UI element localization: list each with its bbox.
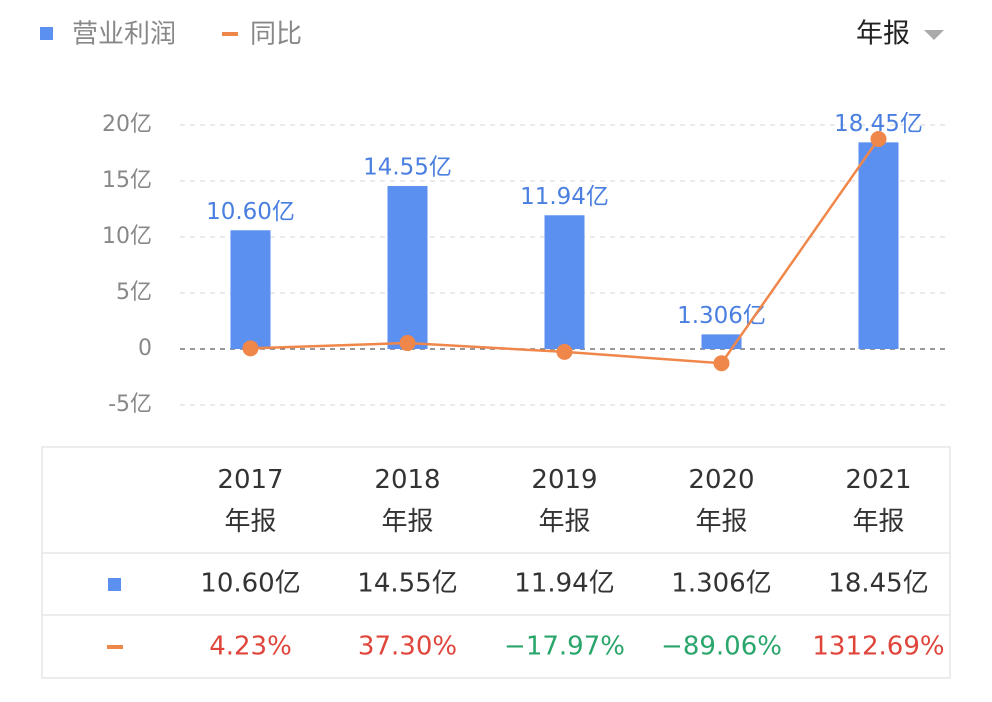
legend-label: 营业利润 xyxy=(72,20,176,50)
y-tick-label: 20亿 xyxy=(102,112,152,137)
bar xyxy=(544,215,585,349)
bar xyxy=(858,142,899,349)
bar xyxy=(230,230,271,349)
y-tick-label: 5亿 xyxy=(116,280,152,305)
table-cell: 14.55亿 xyxy=(357,569,457,599)
bar-value-label: 1.306亿 xyxy=(677,303,766,329)
row-swatch xyxy=(107,645,123,649)
period-selector[interactable]: 年报 xyxy=(856,19,910,50)
table-cell: 10.60亿 xyxy=(200,569,300,599)
row-swatch xyxy=(108,578,121,591)
column-header: 2020 年报 xyxy=(688,465,754,537)
legend-swatch xyxy=(40,27,53,40)
y-tick-label: 10亿 xyxy=(102,224,152,249)
y-tick-label: 15亿 xyxy=(102,168,152,193)
table-cell: 37.30% xyxy=(358,632,457,662)
table-frame xyxy=(41,446,951,679)
column-header: 2019 年报 xyxy=(531,465,597,537)
line-marker xyxy=(242,340,259,357)
legend-swatch xyxy=(222,32,238,36)
table-cell: −89.06% xyxy=(661,632,782,662)
line-marker xyxy=(556,343,573,360)
bar xyxy=(387,186,428,349)
line-marker xyxy=(399,335,416,352)
bar xyxy=(701,334,742,349)
dropdown-arrow[interactable] xyxy=(924,30,944,40)
bar-value-label: 14.55亿 xyxy=(363,155,452,181)
line-marker xyxy=(870,130,887,147)
table-cell: 1312.69% xyxy=(812,632,944,662)
table-cell: −17.97% xyxy=(504,632,625,662)
column-header: 2018 年报 xyxy=(374,465,440,537)
table-cell: 11.94亿 xyxy=(514,569,614,599)
bar-value-label: 11.94亿 xyxy=(520,184,609,210)
column-header: 2017 年报 xyxy=(217,465,283,537)
line-marker xyxy=(713,355,730,372)
legend-label: 同比 xyxy=(250,20,302,50)
y-tick-label: 0 xyxy=(138,336,152,361)
y-tick-label: -5亿 xyxy=(108,392,152,417)
bar-value-label: 10.60亿 xyxy=(206,199,295,225)
table-cell: 4.23% xyxy=(209,632,292,662)
table-cell: 1.306亿 xyxy=(671,569,771,599)
table-cell: 18.45亿 xyxy=(828,569,928,599)
column-header: 2021 年报 xyxy=(845,465,911,537)
